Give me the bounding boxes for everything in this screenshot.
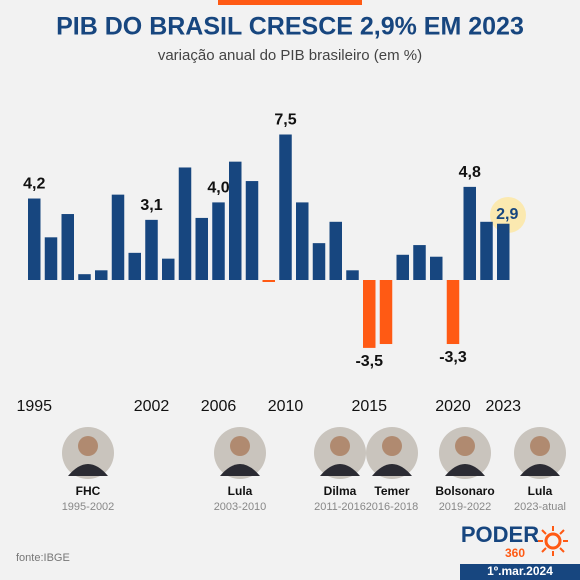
presidents: FHC 1995-2002 Lula 2003-2010 Dilma 2011-2016 T… — [62, 427, 566, 513]
president-name: Temer — [374, 484, 409, 498]
value-label: 4,8 — [459, 164, 481, 181]
bar — [111, 194, 125, 280]
portrait-head — [330, 436, 350, 456]
bar — [430, 256, 443, 280]
bar — [95, 270, 108, 280]
x-tick-label: 2020 — [435, 398, 471, 415]
president-term: 2019-2022 — [439, 501, 492, 513]
bars: 4,2 1995 3,1 2002 4,0 2006 7,5 2010 -3,5 2015 -3,3… — [16, 112, 521, 416]
bar — [396, 254, 409, 280]
president-name: Lula — [228, 484, 253, 498]
chart-title: PIB DO BRASIL CRESCE 2,9% EM 2023 — [56, 13, 524, 41]
x-tick-label: 1995 — [16, 398, 52, 415]
value-label: 2,9 — [496, 206, 518, 223]
portrait-body — [68, 464, 108, 476]
portrait-body — [320, 464, 360, 476]
bar — [128, 252, 141, 280]
portrait-body — [220, 464, 260, 476]
portrait-head — [78, 436, 98, 456]
bar — [279, 134, 292, 280]
value-label: -3,5 — [355, 353, 383, 370]
x-tick-label: 2006 — [201, 398, 237, 415]
bar — [446, 280, 460, 345]
bar — [212, 202, 225, 280]
portrait-body — [520, 464, 560, 476]
bar — [262, 280, 275, 282]
president-term: 2003-2010 — [214, 501, 267, 513]
value-label: 4,2 — [23, 176, 45, 193]
top-accent — [218, 0, 362, 5]
president-name: Dilma — [324, 484, 357, 498]
president-name: FHC — [76, 484, 101, 498]
president-term: 1995-2002 — [62, 501, 115, 513]
bar — [28, 198, 41, 280]
bar — [195, 217, 208, 280]
value-label: 3,1 — [140, 197, 162, 214]
portrait-head — [530, 436, 550, 456]
president-term: 2023-atual — [514, 501, 566, 513]
president-term: 2016-2018 — [366, 501, 419, 513]
portrait-body — [372, 464, 412, 476]
value-label: 4,0 — [207, 180, 229, 197]
president-name: Bolsonaro — [435, 484, 494, 498]
president-name: Lula — [528, 484, 553, 498]
value-label: -3,3 — [439, 349, 467, 366]
bar — [145, 219, 158, 280]
logo-sun — [538, 526, 568, 556]
source: fonte:IBGE — [16, 552, 70, 564]
portrait-body — [445, 464, 485, 476]
logo-number: 360 — [505, 546, 525, 560]
bar — [497, 223, 510, 280]
portrait-head — [382, 436, 402, 456]
bar — [480, 221, 493, 280]
bar — [229, 161, 242, 280]
bar — [245, 181, 259, 280]
portrait-head — [455, 436, 475, 456]
bar — [329, 221, 342, 280]
value-label: 7,5 — [274, 112, 296, 129]
logo-main: PODER — [461, 522, 539, 547]
date-bar — [460, 564, 580, 580]
bar — [78, 274, 91, 280]
bar — [44, 237, 58, 280]
x-tick-label: 2015 — [351, 398, 387, 415]
bar — [61, 214, 74, 280]
x-tick-label: 2023 — [485, 398, 521, 415]
president-term: 2011-2016 — [314, 501, 366, 513]
x-tick-label: 2010 — [268, 398, 304, 415]
bar — [296, 202, 309, 280]
bar — [346, 270, 359, 280]
bar — [178, 167, 192, 280]
bar — [413, 245, 426, 280]
bar — [312, 243, 326, 280]
date: 1º.mar.2024 — [487, 564, 553, 578]
x-tick-label: 2002 — [134, 398, 170, 415]
bar — [463, 186, 476, 280]
bar — [162, 258, 175, 280]
bar — [379, 280, 393, 345]
chart-subtitle: variação anual do PIB brasileiro (em %) — [158, 47, 422, 64]
bar — [363, 280, 376, 348]
portrait-head — [230, 436, 250, 456]
